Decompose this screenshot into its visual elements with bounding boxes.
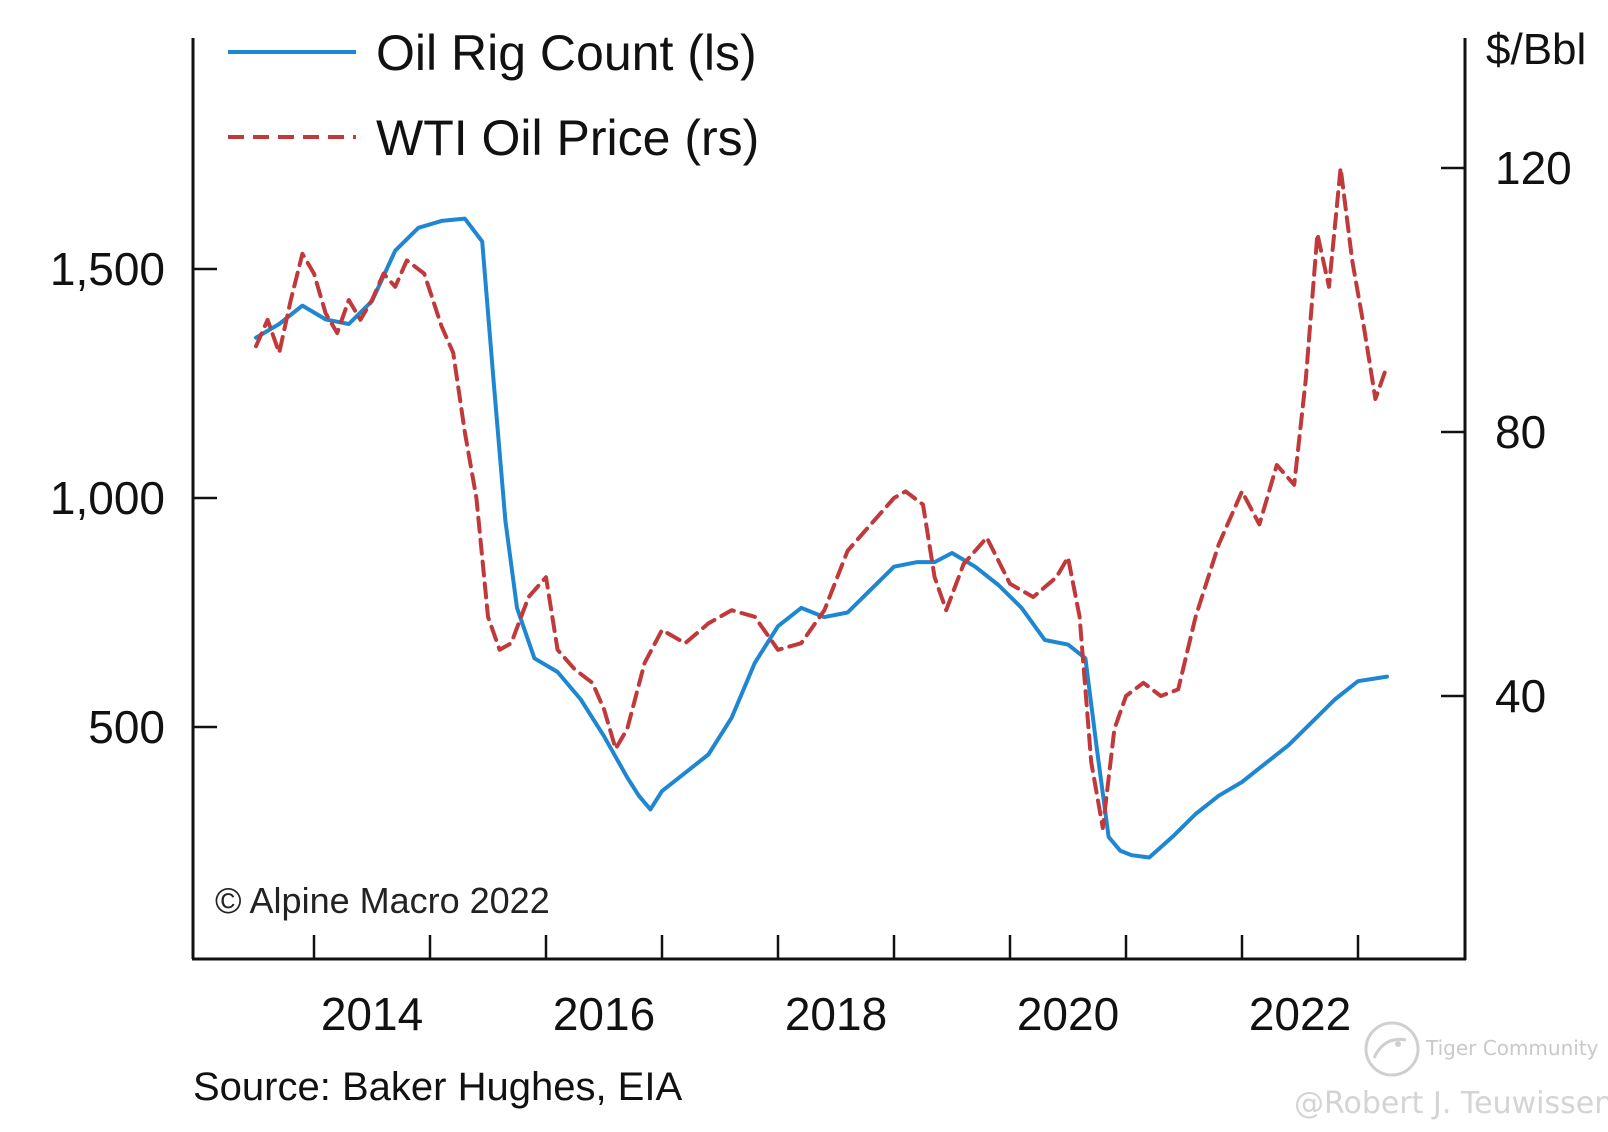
left-tick-label: 500 [88,701,165,753]
right-tick-label: 80 [1495,406,1546,458]
left-tick-label: 1,500 [50,243,165,295]
x-tick-label: 2014 [321,988,423,1040]
copyright-label: © Alpine Macro 2022 [215,880,550,921]
legend-label-rig-count: Oil Rig Count (ls) [376,25,757,81]
series-layer [254,166,1389,860]
left-axis-ticks: 500 1,000 1,500 [50,243,217,753]
series-line-wti-price [254,166,1389,830]
x-tick-label: 2020 [1017,988,1119,1040]
right-axis-unit-label: $/Bbl [1486,25,1586,74]
tiger-logo-icon [1364,1021,1420,1077]
watermark-brand: Tiger Community [1425,1036,1599,1060]
legend-label-wti-price: WTI Oil Price (rs) [376,110,759,166]
right-tick-label: 40 [1495,670,1546,722]
right-tick-label: 120 [1495,142,1572,194]
right-axis-ticks: 40 80 120 [1441,142,1572,722]
x-axis-ticks: 2014 2016 2018 2020 2022 [312,935,1360,1040]
series-line-rig-count [254,216,1389,860]
x-tick-label: 2016 [553,988,655,1040]
source-label: Source: Baker Hughes, EIA [193,1065,682,1109]
watermark-author: @Robert J. Teuwissen [1294,1086,1608,1121]
x-tick-label: 2022 [1249,988,1351,1040]
legend: Oil Rig Count (ls) WTI Oil Price (rs) [228,25,759,166]
x-tick-label: 2018 [785,988,887,1040]
watermark: Tiger Community @Robert J. Teuwissen [1294,1021,1608,1121]
left-tick-label: 1,000 [50,472,165,524]
